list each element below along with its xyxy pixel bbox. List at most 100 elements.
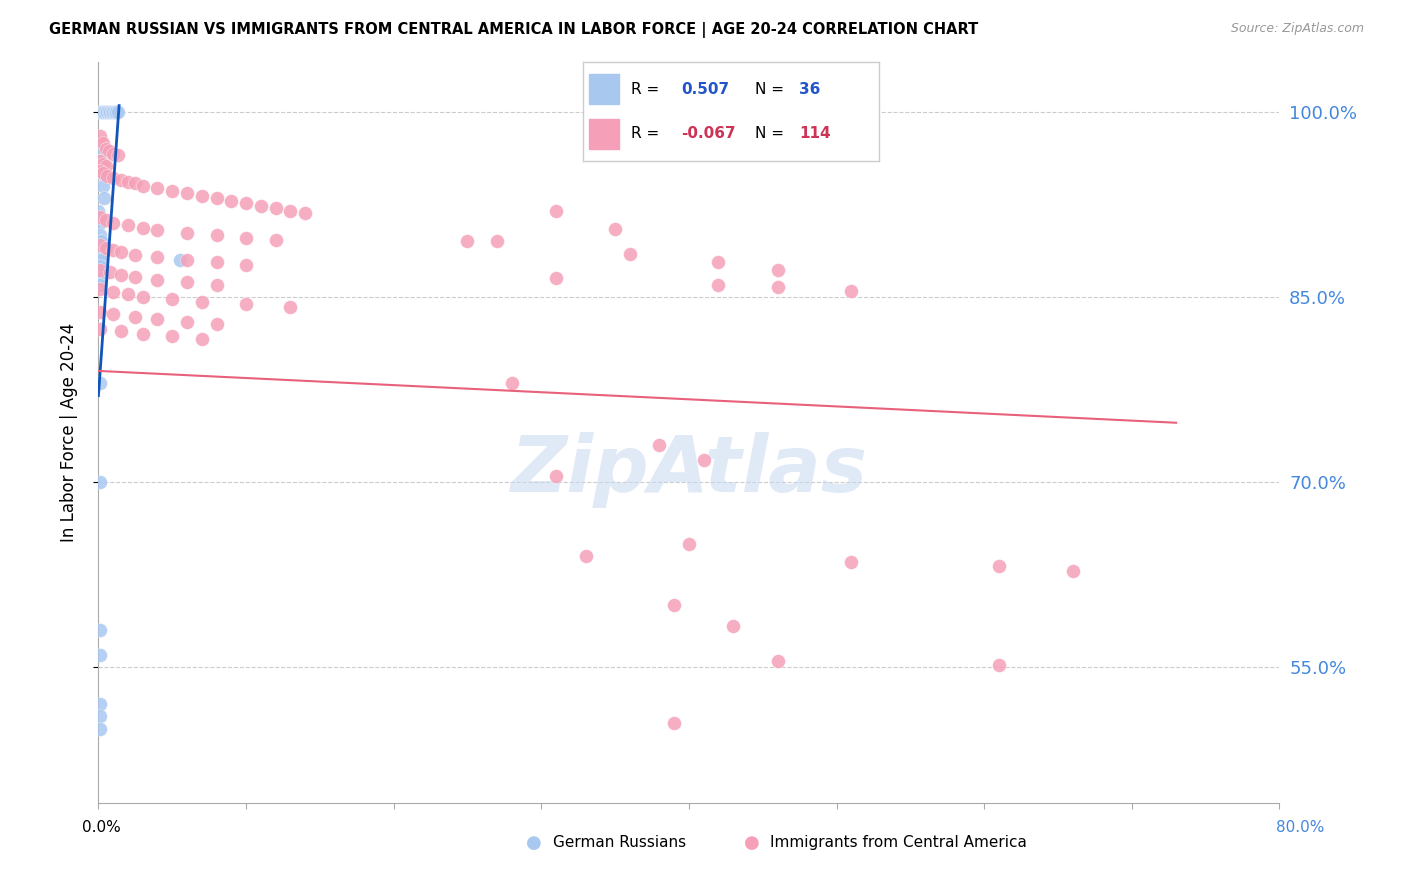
Point <box>104 104 127 119</box>
Text: ZipAtlas: ZipAtlas <box>510 432 868 508</box>
Point <box>162 329 183 343</box>
Point <box>146 223 169 237</box>
Point <box>176 252 198 267</box>
Point <box>205 191 228 205</box>
Point <box>89 271 111 285</box>
Point <box>280 203 302 218</box>
Point <box>117 175 139 189</box>
Point <box>648 438 671 452</box>
Point <box>89 154 111 169</box>
Point <box>87 203 110 218</box>
Point <box>205 228 228 243</box>
Point <box>103 171 125 186</box>
Point <box>1062 564 1084 578</box>
Point <box>98 265 121 279</box>
Point <box>93 191 115 205</box>
Point <box>766 280 789 294</box>
Text: ●: ● <box>526 834 543 852</box>
Point <box>191 332 214 346</box>
Text: N =: N = <box>755 126 783 141</box>
Point <box>176 226 198 240</box>
Point <box>117 287 139 301</box>
Point <box>96 169 118 183</box>
Point <box>841 555 863 569</box>
Text: GERMAN RUSSIAN VS IMMIGRANTS FROM CENTRAL AMERICA IN LABOR FORCE | AGE 20-24 COR: GERMAN RUSSIAN VS IMMIGRANTS FROM CENTRA… <box>49 22 979 38</box>
Point <box>546 271 568 285</box>
Bar <box>589 120 619 149</box>
Point <box>146 312 169 326</box>
Point <box>264 233 287 247</box>
Text: R =: R = <box>631 126 659 141</box>
Point <box>87 142 110 156</box>
Point <box>146 181 169 195</box>
Y-axis label: In Labor Force | Age 20-24: In Labor Force | Age 20-24 <box>59 323 77 542</box>
Point <box>766 262 789 277</box>
Point <box>235 196 257 211</box>
Point <box>89 475 111 489</box>
Point <box>89 277 111 292</box>
Point <box>94 213 117 227</box>
Point <box>89 697 111 711</box>
Text: 114: 114 <box>799 126 831 141</box>
Point <box>146 272 169 286</box>
Point <box>100 104 122 119</box>
Point <box>89 259 111 273</box>
Point <box>94 240 117 255</box>
Point <box>89 623 111 637</box>
Point <box>841 284 863 298</box>
Text: ●: ● <box>744 834 761 852</box>
Point <box>89 154 111 169</box>
Point <box>89 265 111 279</box>
Point <box>90 104 112 119</box>
Point <box>988 657 1011 672</box>
Point <box>162 293 183 307</box>
Point <box>707 255 730 269</box>
Point <box>988 558 1011 573</box>
Point <box>90 252 112 267</box>
Point <box>91 178 114 193</box>
Point <box>235 297 257 311</box>
Point <box>294 206 316 220</box>
Point <box>110 172 132 186</box>
Text: N =: N = <box>755 82 783 97</box>
Point <box>605 104 627 119</box>
Point <box>664 599 686 613</box>
Point <box>110 245 132 260</box>
Point <box>89 164 111 178</box>
Point <box>110 268 132 282</box>
Point <box>693 452 716 467</box>
Point <box>89 648 111 662</box>
Text: 80.0%: 80.0% <box>1277 821 1324 835</box>
Point <box>205 255 228 269</box>
Point <box>96 104 118 119</box>
Point <box>110 325 132 339</box>
Point <box>89 722 111 736</box>
Point <box>107 104 129 119</box>
Point <box>205 277 228 292</box>
Point <box>132 290 155 304</box>
Point <box>87 104 110 119</box>
Point <box>605 222 627 236</box>
Point <box>664 715 686 730</box>
Bar <box>589 74 619 103</box>
Point <box>132 220 155 235</box>
Point <box>97 104 120 119</box>
Point <box>89 216 111 230</box>
Point <box>97 145 120 159</box>
Point <box>176 186 198 201</box>
Text: 0.0%: 0.0% <box>82 821 121 835</box>
Point <box>103 146 125 161</box>
Point <box>176 315 198 329</box>
Point <box>89 262 111 277</box>
Point <box>162 184 183 198</box>
Point <box>546 203 568 218</box>
Text: -0.067: -0.067 <box>681 126 735 141</box>
Point <box>132 326 155 341</box>
Point <box>103 243 125 257</box>
Point <box>89 304 111 318</box>
Point <box>169 252 191 267</box>
Point <box>103 307 125 321</box>
Text: German Russians: German Russians <box>553 836 686 850</box>
Point <box>457 235 479 249</box>
Point <box>94 159 117 173</box>
